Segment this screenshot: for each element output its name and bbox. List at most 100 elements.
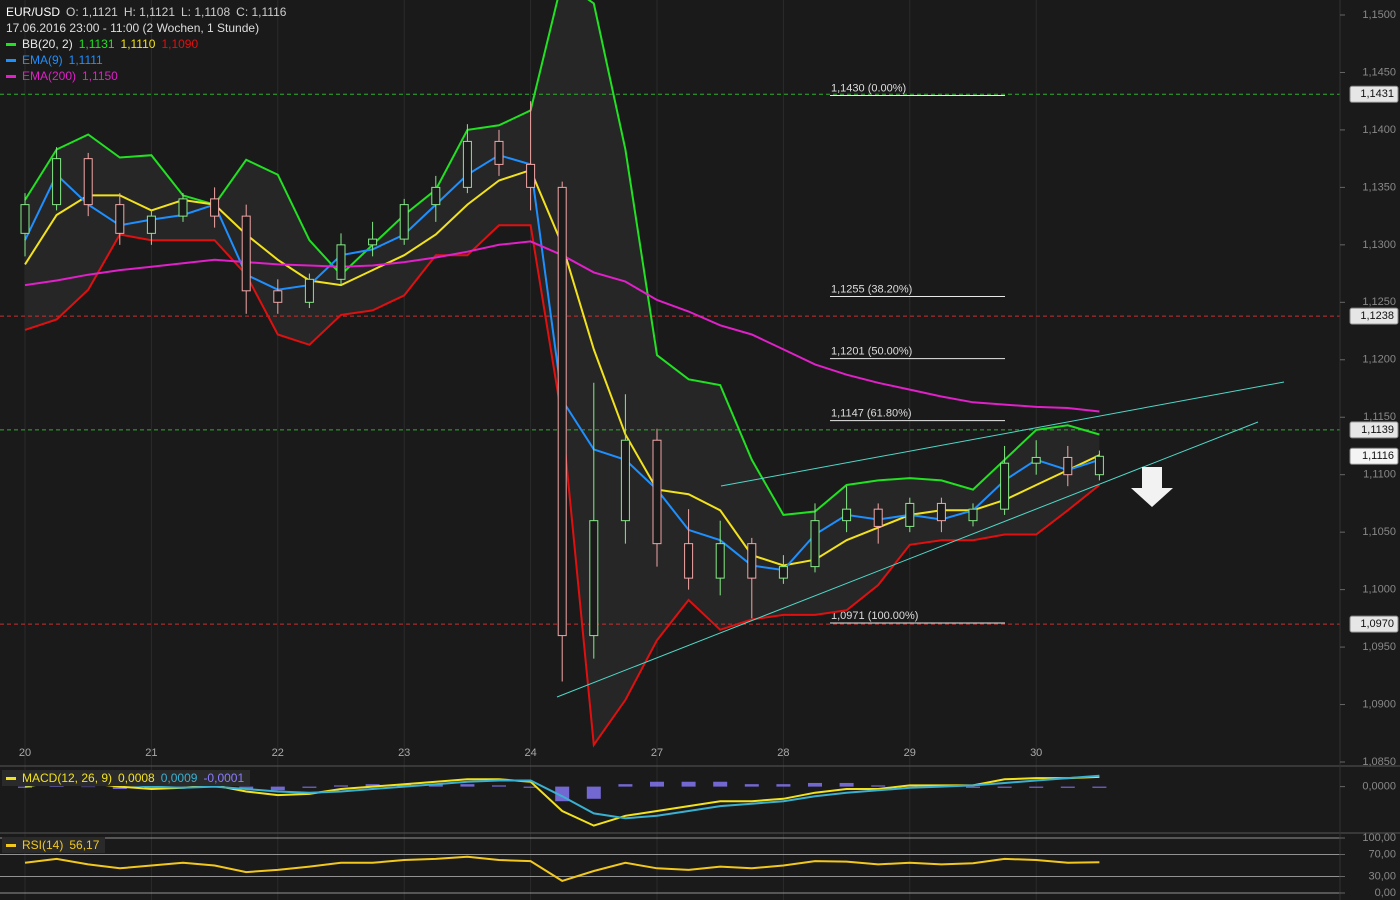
legend-row: EUR/USD O: 1,1121 H: 1,1121 L: 1,1108 C: 1,1… xyxy=(6,4,286,20)
legend-name: EMA(9) xyxy=(22,53,63,67)
candle-body xyxy=(336,244,346,280)
candle-body xyxy=(431,186,441,206)
legend-swatch xyxy=(6,58,16,62)
histogram-bar xyxy=(18,786,32,788)
fib-label: 1,1147 (61.80%) xyxy=(831,408,912,420)
histogram-bar xyxy=(618,784,633,787)
histogram-bar xyxy=(1092,786,1107,788)
candle-body xyxy=(968,508,978,522)
macd-legend: MACD(12, 26, 9) 0,0008 0,0009 -0,0001 xyxy=(2,770,251,786)
legend-name: EMA(200) xyxy=(22,69,77,83)
x-tick-label: 22 xyxy=(272,747,284,759)
price-label: 1,0970 xyxy=(1360,618,1394,630)
legend-row: MACD(12, 26, 9) 0,0008 0,0009 -0,0001 xyxy=(6,770,244,786)
legend-reading: 1,1111 xyxy=(68,53,103,67)
legend-row: RSI(14) 56,17 xyxy=(6,837,99,853)
candle-body xyxy=(684,543,694,579)
legend-reading: 1,1150 xyxy=(82,69,118,83)
histogram-bar xyxy=(428,784,443,787)
histogram-bar xyxy=(492,785,506,787)
price-label-box xyxy=(1349,307,1399,325)
legend-reading: 0,0008 xyxy=(118,771,155,785)
candle-body xyxy=(810,520,820,568)
histogram-bar xyxy=(49,785,64,787)
histogram-bar xyxy=(650,781,664,787)
trend-line xyxy=(556,421,1259,698)
fib-label: 1,0971 (100.00%) xyxy=(831,610,918,622)
candle-body xyxy=(115,204,125,234)
candle-body xyxy=(557,186,567,637)
legend-reading: 1,1090 xyxy=(161,37,199,51)
y-tick-label: 1,1350 xyxy=(1362,181,1396,193)
y-tick-label: 1,0950 xyxy=(1362,641,1396,653)
histogram-bar xyxy=(839,782,854,787)
price-label: 1,1431 xyxy=(1360,88,1394,100)
y-tick-label: 1,1400 xyxy=(1362,124,1396,136)
price-axis: 1,1500 1,1450 1,1400 1,1350 1,1300 1,1250 1,12… xyxy=(1340,9,1399,899)
price-label: 1,1116 xyxy=(1362,450,1394,462)
symbol: EUR/USD xyxy=(6,5,61,19)
histogram-bar xyxy=(302,786,317,788)
y-tick-label: 1,1450 xyxy=(1362,66,1396,78)
ohlc-value: L: 1,1108 xyxy=(181,5,231,19)
histogram-bar xyxy=(997,786,1012,788)
legend-row: EMA(9) 1,1111 xyxy=(6,52,286,68)
price-label-box xyxy=(1349,615,1399,633)
histogram-bar xyxy=(1060,786,1075,788)
rsi-legend: RSI(14) 56,17 xyxy=(2,837,106,853)
fib-label: 1,1430 (0.00%) xyxy=(831,82,906,94)
price-label-box xyxy=(1349,421,1399,439)
candle-body xyxy=(368,238,378,246)
histogram-bar xyxy=(681,781,696,787)
ohlc-value: C: 1,1116 xyxy=(236,5,287,19)
candle-body xyxy=(494,140,504,165)
candle-body xyxy=(399,204,409,240)
histogram-bar xyxy=(239,786,254,790)
histogram-bar xyxy=(270,786,285,791)
candle-body xyxy=(652,439,662,545)
candle-body xyxy=(1031,456,1041,464)
y-tick-label: 1,1050 xyxy=(1362,526,1396,538)
legend-swatch xyxy=(6,42,16,46)
candle-body xyxy=(715,543,725,579)
price-panel: 1,1430 (0.00%) 1,1255 (38.20%) 1,1201 (50.… xyxy=(0,0,1340,748)
candle-body xyxy=(241,215,251,292)
candle-body xyxy=(589,520,599,637)
y-tick-label: 1,1300 xyxy=(1362,239,1396,251)
histogram-bar xyxy=(808,782,822,787)
legend-swatch xyxy=(6,843,16,847)
candle-body xyxy=(620,439,630,522)
legend-name: RSI(14) xyxy=(22,838,64,852)
histogram-bar xyxy=(586,786,601,799)
price-label: 1,1139 xyxy=(1361,424,1394,436)
y-tick-label: 1,1250 xyxy=(1362,296,1396,308)
legend-row: 17.06.2016 23:00 - 11:00 (2 Wochen, 1 St… xyxy=(6,20,286,36)
histogram-bar xyxy=(365,784,380,787)
candle-body xyxy=(210,198,220,217)
legend-row: BB(20, 2) 1,1131 1,1110 1,1090 xyxy=(6,36,286,52)
fib-label: 1,1201 (50.00%) xyxy=(831,346,912,358)
y-tick-label: 1,0850 xyxy=(1362,756,1396,768)
histogram-bar xyxy=(144,786,159,790)
candle-body xyxy=(52,158,62,206)
y-tick-label: 1,1100 xyxy=(1363,469,1396,481)
legend-reading: -0,0001 xyxy=(203,771,245,785)
candle-body xyxy=(936,502,946,522)
candle-body xyxy=(526,163,536,188)
y-tick-label: 1,1000 xyxy=(1362,584,1396,596)
legend-reading: 56,17 xyxy=(69,838,100,852)
candle-body xyxy=(83,158,93,206)
rsi-panel xyxy=(0,837,1340,894)
ohlc-value: H: 1,1121 xyxy=(123,5,175,19)
candle-body xyxy=(778,566,788,579)
legend-name: MACD(12, 26, 9) xyxy=(22,771,113,785)
histogram-bar xyxy=(776,784,791,787)
candle-body xyxy=(1094,455,1104,476)
candle-body xyxy=(273,290,283,303)
legend-swatch xyxy=(6,776,16,780)
y-tick-label: 1,0900 xyxy=(1362,698,1396,710)
candle-body xyxy=(1000,462,1010,510)
